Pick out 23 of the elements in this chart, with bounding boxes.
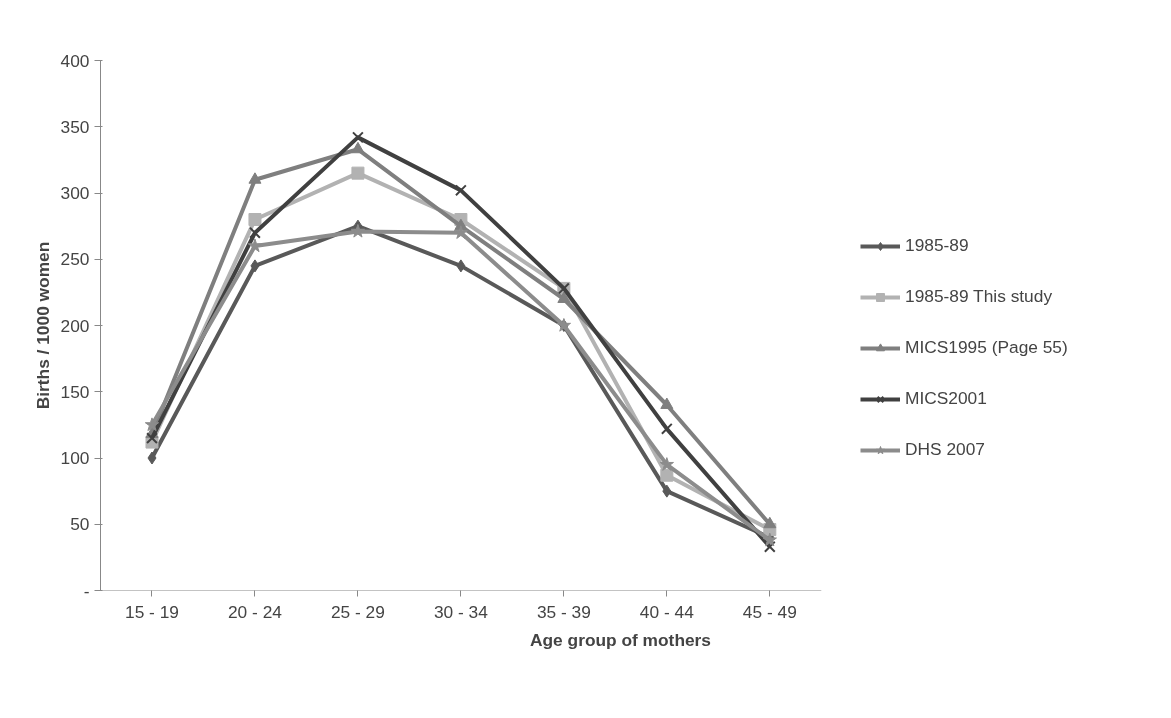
x-tick-label: 25 - 29 [330, 601, 385, 622]
x-tick-label: 45 - 49 [742, 601, 797, 622]
x-tick-label: 35 - 39 [536, 601, 591, 622]
y-tick-label: 150 [60, 381, 90, 402]
legend-label: DHS 2007 [905, 439, 985, 460]
x-axis-title: Age group of mothers [530, 629, 711, 650]
legend-label: 1985-89 [905, 235, 969, 256]
x-tick-label: 30 - 34 [433, 601, 489, 622]
x-tick-label: 15 - 19 [125, 601, 179, 622]
y-tick-label: - [83, 580, 90, 601]
legend-label: MICS2001 [905, 388, 987, 409]
legend-label: MICS1995 (Page 55) [905, 337, 1068, 358]
y-tick-label: 250 [60, 249, 90, 270]
y-tick-label: 350 [60, 116, 90, 137]
y-tick-label: 100 [60, 448, 90, 468]
legend-label: 1985-89 This study [905, 286, 1053, 307]
y-tick-label: 300 [60, 183, 90, 203]
y-tick-label: 200 [60, 315, 90, 336]
y-tick-label: 50 [70, 514, 90, 535]
y-axis-title: Births / 1000 women [32, 241, 53, 410]
x-tick-label: 40 - 44 [639, 601, 695, 622]
x-tick-label: 20 - 24 [227, 601, 283, 622]
y-tick-label: 400 [60, 50, 90, 71]
